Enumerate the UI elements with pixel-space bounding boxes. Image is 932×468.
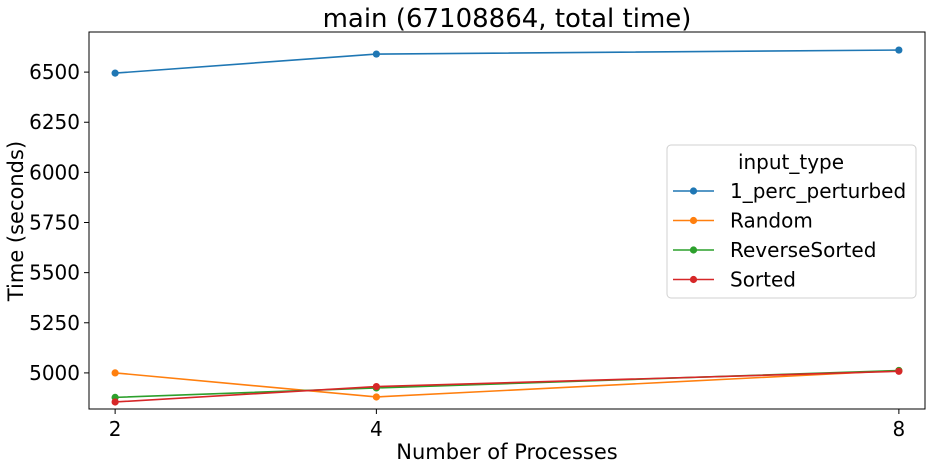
legend-entry: Random [673, 209, 813, 233]
data-point [111, 369, 119, 377]
x-tick-label: 8 [893, 417, 906, 441]
x-axis-label: Number of Processes [396, 440, 617, 464]
y-tick-label: 5500 [29, 261, 80, 285]
y-tick-label: 6000 [29, 160, 80, 184]
legend-entry: Sorted [673, 268, 796, 292]
data-point [372, 382, 380, 391]
series-sorted [111, 367, 903, 406]
data-point [111, 398, 119, 406]
legend-frame [666, 144, 917, 299]
legend-marker [689, 246, 698, 254]
data-point [895, 367, 903, 375]
data-point [111, 69, 119, 77]
y-axis: 5000 5250 5500 5750 6000 6250 6500 [29, 60, 89, 385]
legend-label: 1_perc_perturbed [730, 179, 906, 203]
legend-title: input_type [738, 150, 844, 174]
series-1-perc-perturbed [111, 46, 903, 77]
plot-frame [88, 31, 926, 410]
chart-title: main (67108864, total time) [323, 4, 692, 34]
y-tick-label: 5750 [29, 211, 80, 235]
y-axis-label: Time (seconds) [4, 141, 28, 302]
legend-label: Random [730, 209, 813, 233]
x-tick-label: 4 [370, 417, 383, 441]
legend-items: 1_perc_perturbed Random ReverseSorted Sorte… [673, 179, 906, 292]
legend-marker [689, 275, 698, 284]
plot-area [88, 31, 926, 410]
legend-entry: ReverseSorted [673, 238, 876, 262]
y-tick-label: 5000 [29, 361, 80, 385]
legend-label: Sorted [730, 268, 796, 292]
legend: input_type 1_perc_perturbed Random Reverse… [666, 144, 917, 299]
legend-label: ReverseSorted [730, 238, 876, 262]
y-tick-label: 5250 [29, 311, 80, 335]
x-axis: 2 4 8 [109, 409, 905, 441]
legend-entry: 1_perc_perturbed [673, 179, 906, 203]
series-group [111, 46, 903, 406]
data-point [895, 46, 903, 54]
y-tick-label: 6250 [29, 110, 80, 134]
data-point [372, 393, 380, 401]
legend-marker [689, 216, 698, 225]
x-tick-label: 2 [109, 417, 122, 441]
y-tick-label: 6500 [29, 60, 80, 84]
data-point [372, 50, 380, 58]
legend-marker [689, 187, 698, 195]
